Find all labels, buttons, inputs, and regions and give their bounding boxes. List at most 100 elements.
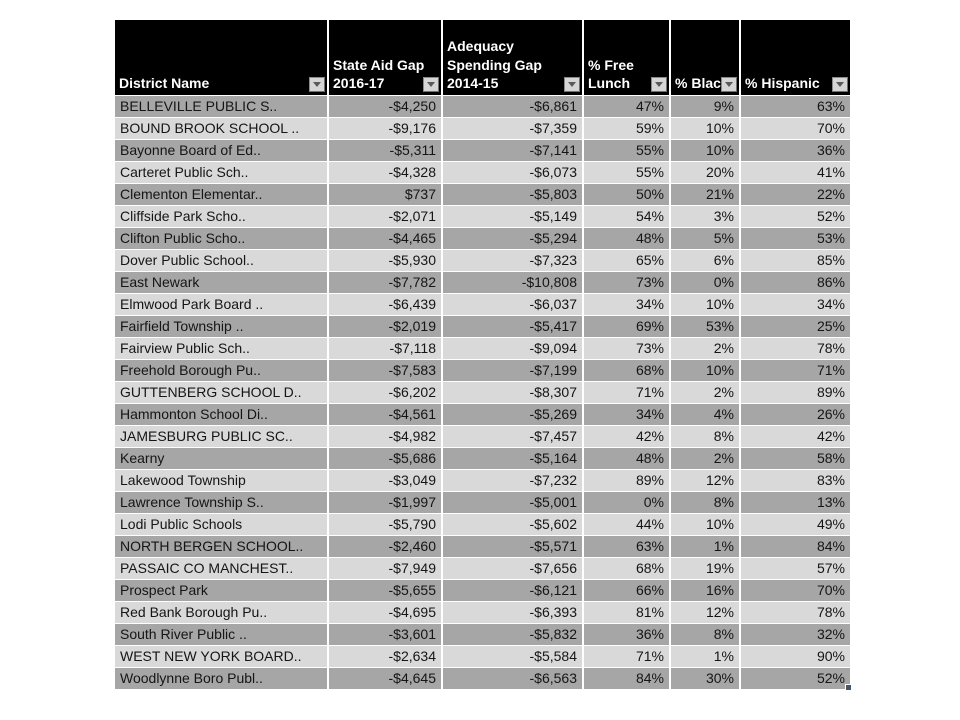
cell-hispanic[interactable]: 86%: [741, 272, 850, 293]
cell-free-lunch[interactable]: 71%: [584, 382, 669, 403]
cell-black[interactable]: 10%: [671, 294, 739, 315]
cell-hispanic[interactable]: 78%: [741, 602, 850, 623]
cell-state-aid-gap-2016-17[interactable]: -$5,655: [329, 580, 441, 601]
cell-free-lunch[interactable]: 66%: [584, 580, 669, 601]
cell-hispanic[interactable]: 34%: [741, 294, 850, 315]
cell-black[interactable]: 2%: [671, 338, 739, 359]
cell-hispanic[interactable]: 36%: [741, 140, 850, 161]
cell-free-lunch[interactable]: 63%: [584, 536, 669, 557]
cell-state-aid-gap-2016-17[interactable]: -$5,790: [329, 514, 441, 535]
cell-hispanic[interactable]: 22%: [741, 184, 850, 205]
cell-hispanic[interactable]: 78%: [741, 338, 850, 359]
cell-state-aid-gap-2016-17[interactable]: -$4,982: [329, 426, 441, 447]
cell-hispanic[interactable]: 25%: [741, 316, 850, 337]
cell-free-lunch[interactable]: 84%: [584, 668, 669, 689]
cell-free-lunch[interactable]: 69%: [584, 316, 669, 337]
cell-free-lunch[interactable]: 50%: [584, 184, 669, 205]
cell-hispanic[interactable]: 32%: [741, 624, 850, 645]
cell-district-name[interactable]: WEST NEW YORK BOARD..: [115, 646, 327, 667]
cell-adequacy-spending-gap-2014-15[interactable]: -$5,164: [443, 448, 582, 469]
cell-district-name[interactable]: BOUND BROOK SCHOOL ..: [115, 118, 327, 139]
cell-hispanic[interactable]: 58%: [741, 448, 850, 469]
cell-hispanic[interactable]: 70%: [741, 118, 850, 139]
cell-adequacy-spending-gap-2014-15[interactable]: -$7,199: [443, 360, 582, 381]
cell-free-lunch[interactable]: 89%: [584, 470, 669, 491]
cell-black[interactable]: 10%: [671, 140, 739, 161]
cell-district-name[interactable]: Hammonton School Di..: [115, 404, 327, 425]
cell-adequacy-spending-gap-2014-15[interactable]: -$5,803: [443, 184, 582, 205]
cell-hispanic[interactable]: 53%: [741, 228, 850, 249]
cell-state-aid-gap-2016-17[interactable]: -$7,583: [329, 360, 441, 381]
cell-black[interactable]: 0%: [671, 272, 739, 293]
cell-district-name[interactable]: Lakewood Township: [115, 470, 327, 491]
cell-hispanic[interactable]: 63%: [741, 96, 850, 117]
filter-dropdown-button[interactable]: [564, 77, 580, 92]
cell-free-lunch[interactable]: 68%: [584, 360, 669, 381]
cell-free-lunch[interactable]: 0%: [584, 492, 669, 513]
cell-adequacy-spending-gap-2014-15[interactable]: -$5,269: [443, 404, 582, 425]
cell-state-aid-gap-2016-17[interactable]: -$3,049: [329, 470, 441, 491]
cell-adequacy-spending-gap-2014-15[interactable]: -$10,808: [443, 272, 582, 293]
cell-free-lunch[interactable]: 68%: [584, 558, 669, 579]
cell-free-lunch[interactable]: 59%: [584, 118, 669, 139]
cell-free-lunch[interactable]: 71%: [584, 646, 669, 667]
cell-hispanic[interactable]: 89%: [741, 382, 850, 403]
cell-adequacy-spending-gap-2014-15[interactable]: -$5,001: [443, 492, 582, 513]
cell-black[interactable]: 8%: [671, 624, 739, 645]
cell-free-lunch[interactable]: 42%: [584, 426, 669, 447]
filter-dropdown-button[interactable]: [721, 77, 737, 92]
cell-black[interactable]: 20%: [671, 162, 739, 183]
cell-hispanic[interactable]: 52%: [741, 206, 850, 227]
cell-state-aid-gap-2016-17[interactable]: -$4,561: [329, 404, 441, 425]
cell-adequacy-spending-gap-2014-15[interactable]: -$7,141: [443, 140, 582, 161]
cell-black[interactable]: 2%: [671, 448, 739, 469]
cell-black[interactable]: 16%: [671, 580, 739, 601]
cell-district-name[interactable]: Prospect Park: [115, 580, 327, 601]
cell-district-name[interactable]: NORTH BERGEN SCHOOL..: [115, 536, 327, 557]
cell-free-lunch[interactable]: 65%: [584, 250, 669, 271]
cell-state-aid-gap-2016-17[interactable]: -$4,645: [329, 668, 441, 689]
cell-state-aid-gap-2016-17[interactable]: -$4,328: [329, 162, 441, 183]
cell-hispanic[interactable]: 57%: [741, 558, 850, 579]
cell-black[interactable]: 8%: [671, 426, 739, 447]
cell-hispanic-selected[interactable]: 52%: [741, 668, 852, 691]
cell-adequacy-spending-gap-2014-15[interactable]: -$8,307: [443, 382, 582, 403]
cell-free-lunch[interactable]: 34%: [584, 294, 669, 315]
cell-free-lunch[interactable]: 73%: [584, 272, 669, 293]
cell-adequacy-spending-gap-2014-15[interactable]: -$5,832: [443, 624, 582, 645]
cell-adequacy-spending-gap-2014-15[interactable]: -$5,417: [443, 316, 582, 337]
cell-state-aid-gap-2016-17[interactable]: -$9,176: [329, 118, 441, 139]
cell-state-aid-gap-2016-17[interactable]: -$4,695: [329, 602, 441, 623]
cell-district-name[interactable]: Freehold Borough Pu..: [115, 360, 327, 381]
cell-state-aid-gap-2016-17[interactable]: -$2,019: [329, 316, 441, 337]
cell-state-aid-gap-2016-17[interactable]: -$3,601: [329, 624, 441, 645]
cell-black[interactable]: 21%: [671, 184, 739, 205]
cell-state-aid-gap-2016-17[interactable]: $737: [329, 184, 441, 205]
cell-district-name[interactable]: Elmwood Park Board ..: [115, 294, 327, 315]
cell-district-name[interactable]: Lodi Public Schools: [115, 514, 327, 535]
cell-adequacy-spending-gap-2014-15[interactable]: -$5,571: [443, 536, 582, 557]
cell-district-name[interactable]: Red Bank Borough Pu..: [115, 602, 327, 623]
cell-hispanic[interactable]: 41%: [741, 162, 850, 183]
cell-district-name[interactable]: Cliffside Park Scho..: [115, 206, 327, 227]
filter-dropdown-button[interactable]: [651, 77, 667, 92]
cell-free-lunch[interactable]: 81%: [584, 602, 669, 623]
cell-state-aid-gap-2016-17[interactable]: -$7,782: [329, 272, 441, 293]
cell-hispanic[interactable]: 13%: [741, 492, 850, 513]
cell-state-aid-gap-2016-17[interactable]: -$4,465: [329, 228, 441, 249]
cell-state-aid-gap-2016-17[interactable]: -$4,250: [329, 96, 441, 117]
cell-black[interactable]: 1%: [671, 536, 739, 557]
cell-black[interactable]: 12%: [671, 602, 739, 623]
cell-adequacy-spending-gap-2014-15[interactable]: -$6,073: [443, 162, 582, 183]
cell-district-name[interactable]: PASSAIC CO MANCHEST..: [115, 558, 327, 579]
cell-adequacy-spending-gap-2014-15[interactable]: -$7,323: [443, 250, 582, 271]
cell-state-aid-gap-2016-17[interactable]: -$7,949: [329, 558, 441, 579]
cell-black[interactable]: 5%: [671, 228, 739, 249]
cell-black[interactable]: 19%: [671, 558, 739, 579]
cell-hispanic[interactable]: 85%: [741, 250, 850, 271]
cell-district-name[interactable]: Fairfield Township ..: [115, 316, 327, 337]
cell-black[interactable]: 1%: [671, 646, 739, 667]
cell-free-lunch[interactable]: 55%: [584, 140, 669, 161]
cell-district-name[interactable]: Clifton Public Scho..: [115, 228, 327, 249]
cell-black[interactable]: 4%: [671, 404, 739, 425]
